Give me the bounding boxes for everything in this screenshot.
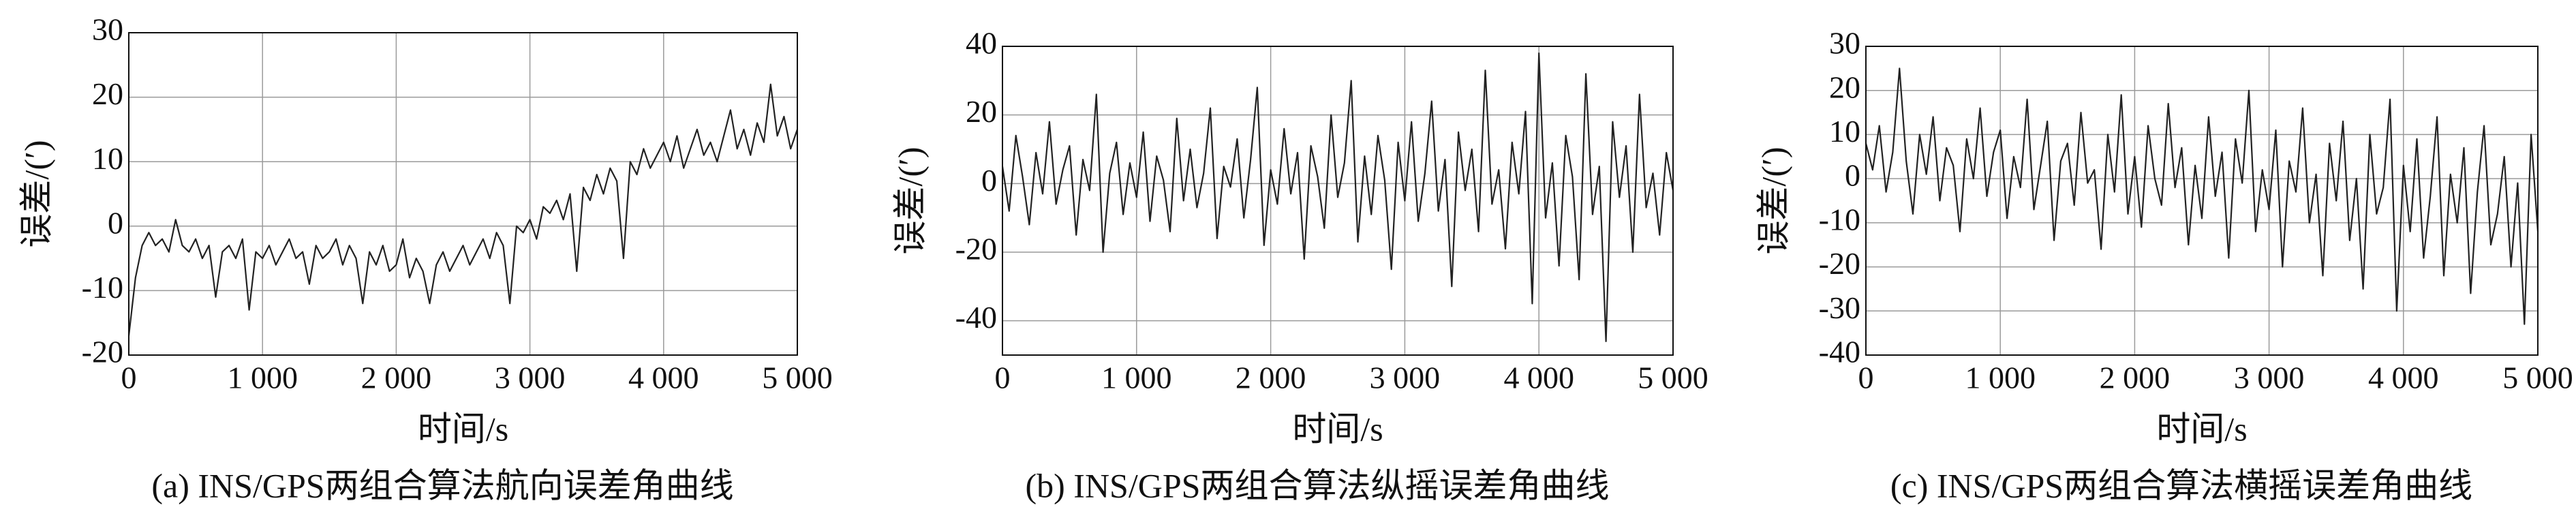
x-tick-label: 4 000 <box>628 361 699 395</box>
data-line <box>1865 67 2539 325</box>
y-tick-label: -30 <box>1819 290 1860 325</box>
y-tick-label: 0 <box>981 163 997 198</box>
y-axis-label: 误差/(′) <box>1754 147 1792 254</box>
x-tick-label: 3 000 <box>2234 361 2305 395</box>
x-tick-label: 2 000 <box>1236 361 1306 395</box>
plot-area <box>1866 46 2538 355</box>
x-tick-label: 4 000 <box>2368 361 2439 395</box>
plot-area <box>129 33 797 355</box>
x-tick-label: 1 000 <box>1965 361 2036 395</box>
y-tick-label: 30 <box>1829 26 1860 61</box>
x-tick-label: 5 000 <box>2502 361 2573 395</box>
y-tick-label: -40 <box>955 300 997 335</box>
x-tick-label: 4 000 <box>1503 361 1574 395</box>
y-tick-label: 10 <box>92 141 123 176</box>
caption: (b) INS/GPS两组合算法纵摇误差角曲线 <box>1026 466 1610 504</box>
x-tick-label: 1 000 <box>227 361 298 395</box>
plot-frame <box>128 32 798 356</box>
data-line <box>1001 52 1674 342</box>
x-tick-label: 0 <box>1858 361 1874 395</box>
y-tick-label: 30 <box>92 12 123 47</box>
y-tick-label: -20 <box>955 232 997 266</box>
y-tick-label: 0 <box>108 205 123 240</box>
x-tick-label: 3 000 <box>495 361 566 395</box>
y-tick-label: -10 <box>1819 202 1860 236</box>
x-axis-label: 时间/s <box>2156 410 2247 448</box>
x-tick-label: 0 <box>121 361 137 395</box>
y-tick-label: 10 <box>1829 114 1860 149</box>
y-tick-label: 20 <box>92 76 123 111</box>
y-tick-label: -20 <box>1819 246 1860 281</box>
y-tick-label: -40 <box>1819 335 1860 369</box>
x-axis-label: 时间/s <box>1292 410 1383 448</box>
plot-frame <box>1002 46 1674 356</box>
y-axis-label: 误差/(′) <box>891 147 929 254</box>
data-line <box>127 83 799 336</box>
x-tick-label: 5 000 <box>762 361 833 395</box>
x-tick-label: 2 000 <box>2100 361 2171 395</box>
y-axis-label: 误差/(′) <box>17 140 55 247</box>
plot-frame <box>1865 46 2539 356</box>
y-tick-label: -10 <box>82 270 123 305</box>
y-tick-label: 40 <box>966 26 997 61</box>
y-tick-label: 20 <box>966 94 997 129</box>
x-tick-label: 1 000 <box>1101 361 1172 395</box>
x-tick-label: 0 <box>995 361 1011 395</box>
x-tick-label: 2 000 <box>361 361 432 395</box>
x-tick-label: 5 000 <box>1638 361 1708 395</box>
y-tick-label: 20 <box>1829 70 1860 104</box>
caption: (a) INS/GPS两组合算法航向误差角曲线 <box>151 466 733 504</box>
x-axis-label: 时间/s <box>418 410 508 448</box>
y-tick-label: 0 <box>1845 158 1860 193</box>
x-tick-label: 3 000 <box>1370 361 1441 395</box>
plot-area <box>1002 46 1673 355</box>
y-tick-label: -20 <box>82 335 123 369</box>
caption: (c) INS/GPS两组合算法横摇误差角曲线 <box>1890 466 2472 504</box>
